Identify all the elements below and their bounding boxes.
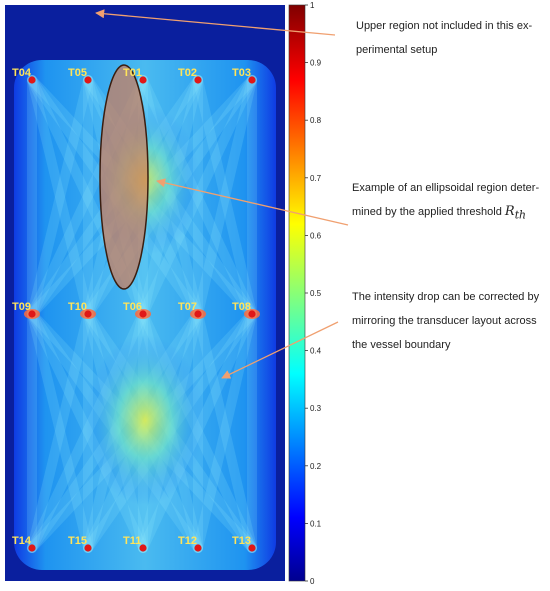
threshold-symbol: Rth (504, 204, 527, 222)
transducer-label: T05 (68, 67, 87, 79)
transducer-t03: T03 (232, 67, 256, 84)
colorbar-ticks: 0 0.1 0.2 0.3 0.4 0.5 0.6 0.7 0.8 0.9 1 (305, 1, 322, 586)
colorbar-tick-label: 0.1 (310, 519, 322, 528)
annotation-ellipsoid-line2: mined by the applied threshold Rth (352, 200, 548, 228)
annotation-intensity-drop-line2: mirroring the transducer layout across (352, 315, 537, 327)
transducer-label: T10 (68, 301, 87, 313)
transducer-label: T06 (123, 301, 142, 313)
transducer-layer: T04 T05 T01 T02 T03 T09 T10 T06 T07 T08 T14 T15 T11 T… (12, 67, 260, 552)
transducer-dot (248, 310, 256, 318)
lower-hotspot (85, 335, 205, 505)
annotation-intensity-drop-line1: The intensity drop can be corrected by (352, 291, 540, 303)
colorbar: 0 0.1 0.2 0.3 0.4 0.5 0.6 0.7 0.8 0.9 1 (288, 1, 322, 586)
transducer-label: T11 (123, 535, 141, 547)
transducer-t13: T13 (232, 535, 256, 552)
transducer-dot (194, 544, 202, 552)
beam-path (27, 75, 93, 319)
colorbar-tick-label: 0.9 (310, 59, 322, 68)
threshold-ellipsoid (99, 64, 149, 290)
transducer-dot (28, 310, 36, 318)
transducer-dot (139, 544, 147, 552)
annotation-ellipsoid-line1: Example of an ellipsoidal region deter- (352, 182, 540, 194)
annotation-upper-region-line1: Upper region not included in this ex- (356, 20, 533, 32)
transducer-dot (194, 76, 202, 84)
arrow-upper-region (95, 9, 336, 36)
transducer-dot (84, 76, 92, 84)
transducer-t01: T01 (123, 67, 147, 84)
annotation-upper-region-line2: perimental setup (356, 44, 438, 56)
transducer-t04: T04 (12, 67, 36, 84)
colorbar-tick-label: 0 (310, 577, 315, 586)
transducer-t05: T05 (68, 67, 92, 84)
transducer-t12: T12 (178, 535, 202, 552)
beam-path (193, 309, 257, 553)
colorbar-tick-label: 0.8 (310, 116, 322, 125)
transducer-label: T15 (68, 535, 87, 547)
beam-path (27, 309, 93, 553)
colorbar-tick-label: 1 (310, 1, 315, 10)
transducer-dot (248, 544, 256, 552)
arrow-intensity-drop (221, 321, 339, 379)
transducer-label: T04 (12, 67, 32, 79)
transducer-t15: T15 (68, 535, 92, 552)
colorbar-scale (288, 4, 306, 582)
annotation-intensity-drop: The intensity drop can be corrected by m… (352, 285, 548, 357)
colorbar-tick-label: 0.2 (310, 462, 322, 471)
transducer-dot (28, 76, 36, 84)
annotation-upper-region: Upper region not included in this ex- pe… (356, 14, 546, 62)
transducer-label: T09 (12, 301, 31, 313)
arrow-ellipsoid (156, 178, 349, 226)
threshold-symbol-subscript: th (514, 208, 527, 222)
transducer-t06: T06 (123, 301, 151, 319)
annotation-ellipsoid: Example of an ellipsoidal region deter- … (352, 176, 548, 228)
transducer-dot (84, 310, 92, 318)
transducer-label: T03 (232, 67, 251, 79)
transducer-label: T13 (232, 535, 251, 547)
beam-path (193, 309, 257, 553)
colorbar-tick-label: 0.7 (310, 174, 322, 183)
transducer-t02: T02 (178, 67, 202, 84)
transducer-label: T12 (178, 535, 197, 547)
colorbar-tick-label: 0.3 (310, 404, 322, 413)
colorbar-tick-label: 0.4 (310, 347, 322, 356)
transducer-t09: T09 (12, 301, 40, 319)
transducer-label: T07 (178, 301, 197, 313)
colorbar-tick-label: 0.6 (310, 231, 322, 240)
transducer-t14: T14 (12, 535, 36, 552)
transducer-dot (248, 76, 256, 84)
transducer-label: T08 (232, 301, 251, 313)
colorbar-tick-label: 0.5 (310, 289, 322, 298)
transducer-dot (28, 544, 36, 552)
transducer-t08: T08 (232, 301, 260, 319)
annotation-intensity-drop-line3: the vessel boundary (352, 339, 451, 351)
transducer-t07: T07 (178, 301, 206, 319)
annotation-ellipsoid-line2-text: mined by the applied threshold (352, 206, 502, 218)
intensity-field: T04 T05 T01 T02 T03 T09 T10 T06 T07 T08 T14 T15 T11 T… (5, 5, 285, 581)
beam-path (27, 75, 93, 319)
transducer-dot (84, 544, 92, 552)
transducer-dot (194, 310, 202, 318)
beam-path (27, 309, 93, 553)
transducer-dot (139, 76, 147, 84)
transducer-label: T14 (12, 535, 32, 547)
transducer-label: T02 (178, 67, 197, 79)
transducer-dot (139, 310, 147, 318)
transducer-t10: T10 (68, 301, 96, 319)
threshold-symbol-base: R (504, 204, 515, 219)
transducer-t11: T11 (123, 535, 147, 552)
transducer-label: T01 (123, 67, 142, 79)
